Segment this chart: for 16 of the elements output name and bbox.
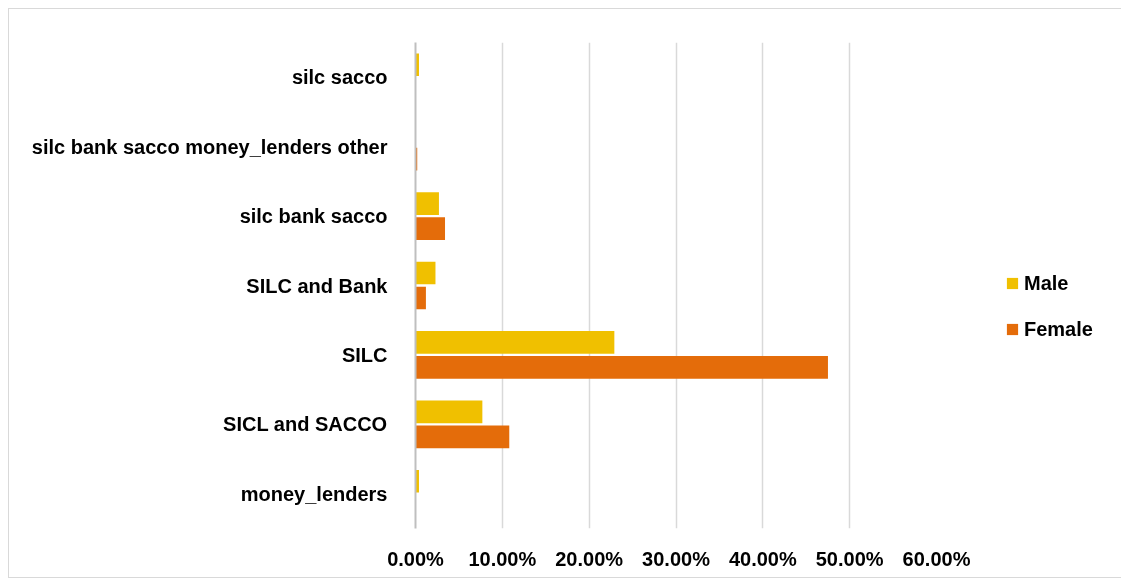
legend-label: Male — [1024, 270, 1069, 296]
x-tick-label: 20.00% — [555, 547, 624, 570]
x-tick-label: 50.00% — [815, 547, 884, 570]
y-tick-label: SICL and SACCO — [223, 413, 388, 436]
y-tick-label: silc bank sacco — [239, 205, 388, 228]
y-tick-label: silc bank sacco money_lenders other — [31, 135, 388, 158]
x-tick-label: 40.00% — [728, 547, 797, 570]
x-tick-label: 0.00% — [387, 547, 445, 570]
y-tick-label: SILC — [341, 343, 388, 366]
y-tick-label: SILC and Bank — [246, 274, 389, 297]
x-tick-label: 30.00% — [642, 547, 711, 570]
x-tick-label: 60.00% — [902, 547, 971, 570]
x-tick-label: 10.00% — [468, 547, 537, 570]
legend-label: Female — [1024, 316, 1093, 342]
y-tick-label: silc sacco — [291, 66, 388, 89]
y-tick-label: money_lenders — [240, 482, 388, 505]
